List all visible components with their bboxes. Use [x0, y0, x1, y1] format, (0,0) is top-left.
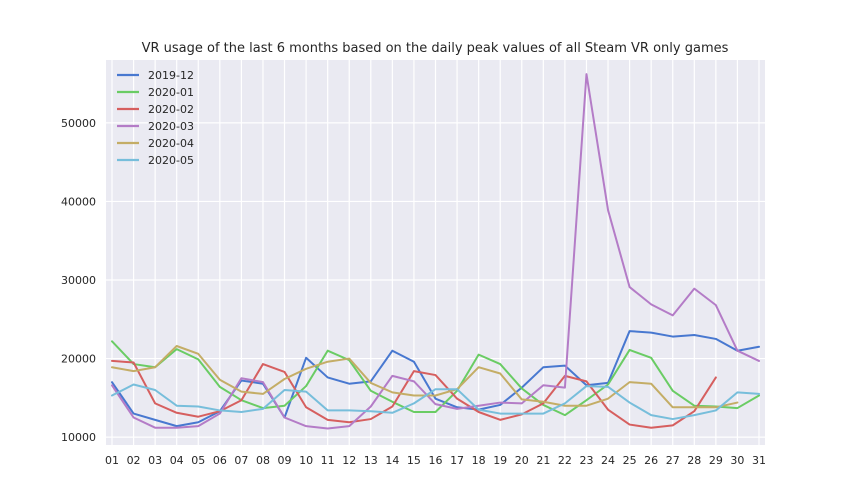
x-axis-ticks: 01 02 03 04 05 06 07 08 09 10 11 12 13 14 15 16 17 18 19 20… — [105, 454, 766, 467]
x-tick-label: 14 — [385, 454, 399, 467]
x-tick-label: 26 — [644, 454, 658, 467]
x-tick-label: 13 — [364, 454, 378, 467]
legend: 2019-12 2020-01 2020-02 2020-03 2020-04 2020-… — [117, 69, 194, 167]
x-tick-label: 02 — [127, 454, 141, 467]
x-tick-label: 09 — [278, 454, 292, 467]
x-tick-label: 19 — [493, 454, 507, 467]
legend-label: 2020-05 — [148, 154, 194, 167]
x-tick-label: 24 — [601, 454, 615, 467]
x-tick-label: 03 — [148, 454, 162, 467]
x-tick-label: 22 — [558, 454, 572, 467]
y-tick-label: 10000 — [61, 431, 96, 444]
x-tick-label: 11 — [321, 454, 335, 467]
x-tick-label: 04 — [170, 454, 184, 467]
x-tick-label: 16 — [429, 454, 443, 467]
series-line-2020-02 — [111, 359, 717, 429]
x-tick-label: 21 — [536, 454, 550, 467]
y-tick-label: 30000 — [61, 274, 96, 287]
x-tick-label: 15 — [407, 454, 421, 467]
series-line-2020-05 — [111, 383, 760, 421]
x-tick-label: 27 — [666, 454, 680, 467]
x-tick-label: 29 — [709, 454, 723, 467]
x-tick-label: 31 — [752, 454, 766, 467]
x-tick-label: 07 — [234, 454, 248, 467]
x-tick-label: 20 — [515, 454, 529, 467]
legend-label: 2019-12 — [148, 69, 194, 82]
legend-label: 2020-03 — [148, 120, 194, 133]
legend-label: 2020-01 — [148, 86, 194, 99]
x-tick-label: 25 — [623, 454, 637, 467]
x-tick-label: 23 — [579, 454, 593, 467]
x-tick-label: 05 — [191, 454, 205, 467]
legend-label: 2020-04 — [148, 137, 194, 150]
x-tick-label: 10 — [299, 454, 313, 467]
x-tick-label: 12 — [342, 454, 356, 467]
x-tick-label: 17 — [450, 454, 464, 467]
x-tick-label: 30 — [730, 454, 744, 467]
series-line-2020-03 — [111, 73, 760, 430]
x-tick-label: 06 — [213, 454, 227, 467]
y-axis-ticks: 10000 20000 30000 40000 50000 — [61, 117, 96, 444]
y-tick-label: 50000 — [61, 117, 96, 130]
x-tick-label: 18 — [472, 454, 486, 467]
series-line-2020-01 — [111, 340, 760, 417]
y-tick-label: 40000 — [61, 195, 96, 208]
series-lines — [111, 73, 760, 430]
y-tick-label: 20000 — [61, 353, 96, 366]
x-tick-label: 01 — [105, 454, 119, 467]
x-tick-label: 08 — [256, 454, 270, 467]
x-tick-label: 28 — [687, 454, 701, 467]
legend-label: 2020-02 — [148, 103, 194, 116]
chart-title: VR usage of the last 6 months based on t… — [142, 41, 729, 56]
